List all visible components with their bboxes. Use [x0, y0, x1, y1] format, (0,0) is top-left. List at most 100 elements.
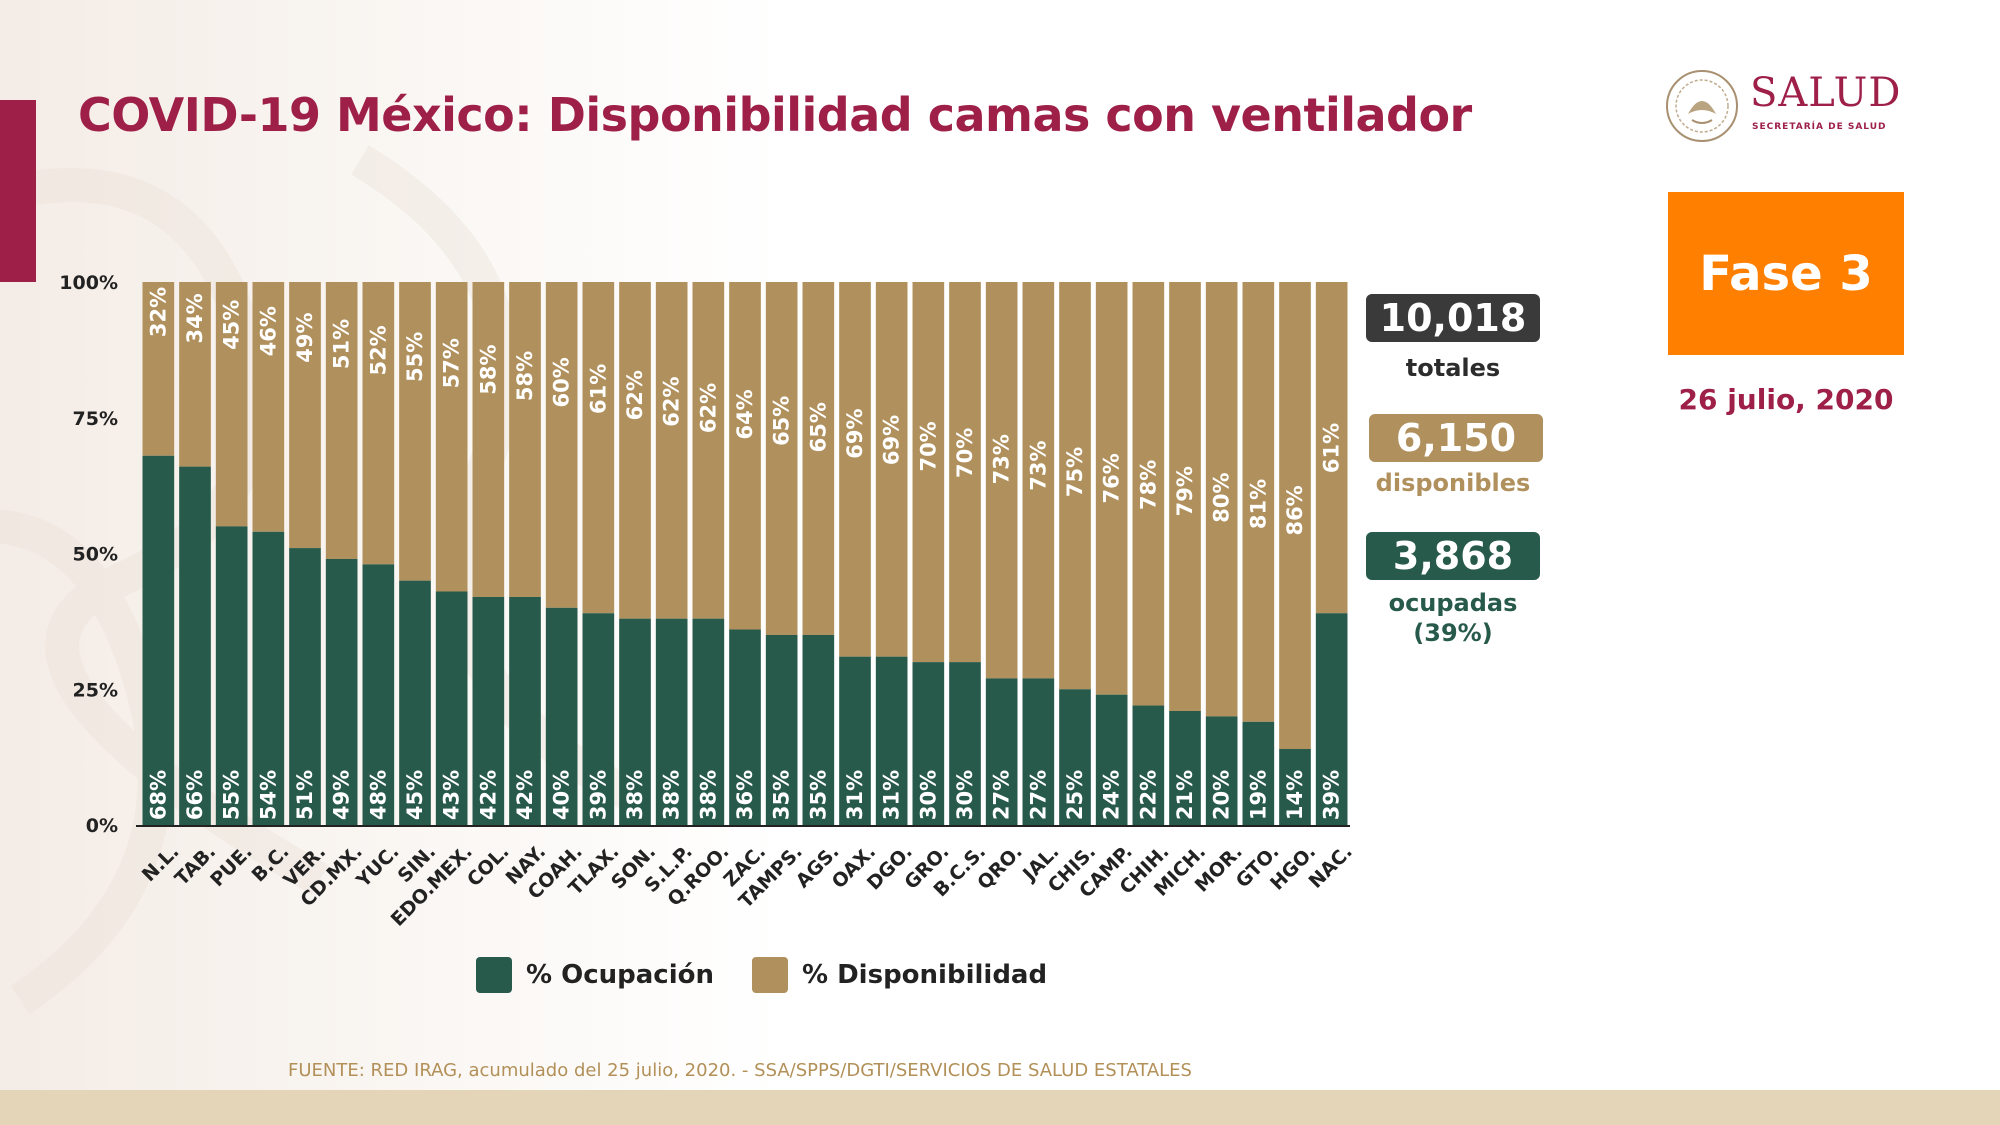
legend-swatch-availability [752, 957, 788, 993]
bar-occupancy [252, 531, 285, 825]
legend-swatch-occupancy [476, 957, 512, 993]
availability-value-label: 49% [293, 312, 317, 362]
bar-availability [1315, 282, 1348, 614]
availability-value-label: 65% [770, 396, 794, 446]
y-tick-label: 0% [86, 815, 118, 837]
bar-occupancy [1205, 716, 1238, 825]
bar-occupancy [729, 629, 761, 825]
bar-availability [839, 282, 871, 657]
occupancy-value-label: 25% [1063, 770, 1087, 820]
bar-availability [1279, 282, 1311, 749]
logo-name: SALUD [1750, 70, 1902, 116]
bar-occupancy [1242, 721, 1275, 825]
bar-occupancy [545, 607, 578, 825]
occupancy-value-label: 31% [880, 770, 904, 820]
bar-availability [399, 282, 431, 581]
occupancy-value-label: 66% [183, 770, 207, 820]
source-note: FUENTE: RED IRAG, acumulado del 25 julio… [288, 1060, 1192, 1081]
bar-availability [1132, 282, 1165, 706]
availability-value-label: 69% [843, 408, 867, 458]
legend-availability: % Disponibilidad [752, 955, 1047, 995]
bar-occupancy [765, 634, 798, 825]
bar-availability [215, 282, 248, 527]
bar-occupancy [875, 656, 908, 825]
occupancy-value-label: 39% [1320, 770, 1344, 820]
occupancy-value-label: 24% [1100, 770, 1124, 820]
bar-availability [1095, 282, 1128, 695]
occupancy-value-label: 27% [990, 770, 1014, 820]
occupancy-value-label: 19% [1246, 770, 1270, 820]
phase-badge: Fase 3 [1668, 192, 1904, 355]
bar-availability [509, 282, 541, 597]
bar-occupancy [839, 656, 871, 825]
availability-value-label: 46% [256, 306, 280, 356]
bar-availability [252, 282, 285, 532]
bar-availability [692, 282, 725, 619]
availability-value-label: 79% [1173, 466, 1197, 516]
availability-value-label: 58% [513, 351, 537, 401]
total-beds-label: totales [1405, 354, 1501, 382]
availability-value-label: 58% [476, 344, 500, 394]
availability-value-label: 60% [550, 357, 574, 407]
bar-availability [729, 282, 761, 630]
bar-availability [985, 282, 1018, 679]
availability-value-label: 62% [696, 383, 720, 433]
occupancy-value-label: 35% [806, 770, 830, 820]
bar-availability [472, 282, 505, 597]
bar-availability [765, 282, 798, 635]
legend-occupancy: % Ocupación [476, 955, 714, 995]
occupancy-value-label: 55% [220, 770, 244, 820]
occupancy-value-label: 36% [733, 770, 757, 820]
availability-value-label: 64% [733, 389, 757, 439]
occupancy-value-label: 38% [696, 770, 720, 820]
bar-availability [1059, 282, 1091, 690]
bar-availability [325, 282, 358, 559]
bar-occupancy [435, 591, 468, 825]
bar-occupancy [215, 526, 248, 825]
availability-value-label: 73% [1026, 440, 1050, 490]
occupancy-value-label: 30% [953, 770, 977, 820]
page-title: COVID-19 México: Disponibilidad camas co… [78, 88, 1472, 142]
bar-availability [179, 282, 211, 467]
availability-value-label: 32% [146, 287, 170, 337]
bar-occupancy [142, 455, 175, 825]
bar-occupancy [325, 558, 358, 825]
occupancy-value-label: 42% [476, 770, 500, 820]
national-seal-icon [1666, 70, 1738, 142]
bar-availability [802, 282, 835, 635]
occupancy-value-label: 38% [623, 770, 647, 820]
occupancy-value-label: 42% [513, 770, 537, 820]
availability-value-label: 69% [880, 415, 904, 465]
occupancy-value-label: 54% [256, 770, 280, 820]
bar-availability [875, 282, 908, 657]
availability-value-label: 61% [586, 364, 610, 414]
occupancy-value-label: 38% [660, 770, 684, 820]
occupancy-value-label: 39% [586, 770, 610, 820]
occupancy-value-label: 27% [1026, 770, 1050, 820]
y-tick-label: 75% [73, 408, 118, 430]
bar-availability [949, 282, 981, 663]
bar-occupancy [289, 548, 321, 825]
occupancy-value-label: 21% [1173, 770, 1197, 820]
availability-value-label: 62% [623, 370, 647, 420]
legend-label-availability: % Disponibilidad [802, 960, 1048, 990]
bar-availability [912, 282, 945, 663]
bar-occupancy [692, 618, 725, 825]
available-beds-label: disponibles [1375, 469, 1531, 497]
bar-occupancy [1279, 748, 1311, 825]
availability-value-label: 62% [660, 376, 684, 426]
bar-availability [435, 282, 468, 592]
occupancy-value-label: 14% [1283, 770, 1307, 820]
bar-availability [582, 282, 615, 614]
availability-value-label: 34% [183, 293, 207, 343]
bar-occupancy [582, 613, 615, 825]
bar-occupancy [1315, 613, 1348, 825]
y-tick-label: 25% [73, 679, 118, 701]
bar-occupancy [1169, 710, 1201, 825]
x-tick-label: YUC. [352, 841, 404, 893]
x-tick-label: PUE. [206, 841, 257, 892]
bar-occupancy [802, 634, 835, 825]
total-beds-box: 10,018 [1366, 294, 1540, 342]
availability-value-label: 61% [1320, 423, 1344, 473]
availability-value-label: 75% [1063, 447, 1087, 497]
